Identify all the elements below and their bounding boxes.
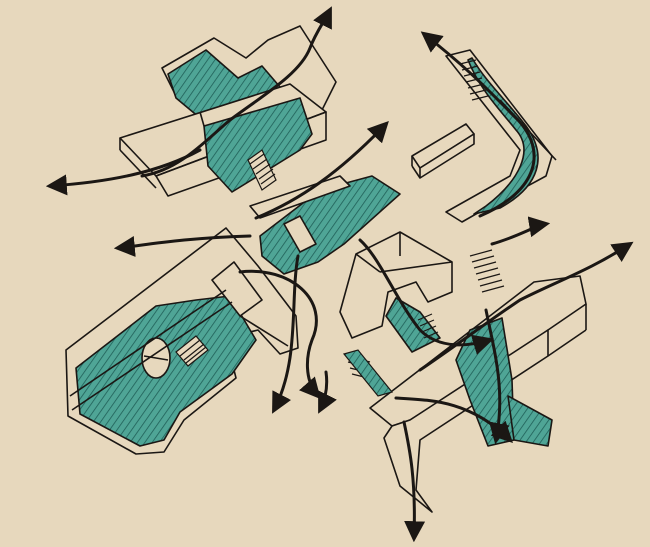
flow-arrow [272,254,300,414]
small-pavilion [411,123,475,179]
building-block-west [65,227,299,455]
flow-arrow [420,31,536,218]
flow-arrow [418,241,634,372]
flow-arrows [45,6,634,543]
building-block-center [339,231,453,353]
building-block-north [119,25,337,197]
flow-arrow [490,216,551,246]
flow-arrow [484,308,510,445]
stairs [175,335,209,367]
stair-landing [342,349,394,397]
stairs [247,149,277,191]
flow-arrow [113,234,252,257]
flow-arrow [402,420,426,543]
building-block-east [445,49,557,223]
flow-arrow [358,238,495,355]
flow-arrow [318,370,337,414]
flow-arrow [45,148,202,196]
flow-arrow [238,269,321,400]
flow-arrow [254,120,389,220]
